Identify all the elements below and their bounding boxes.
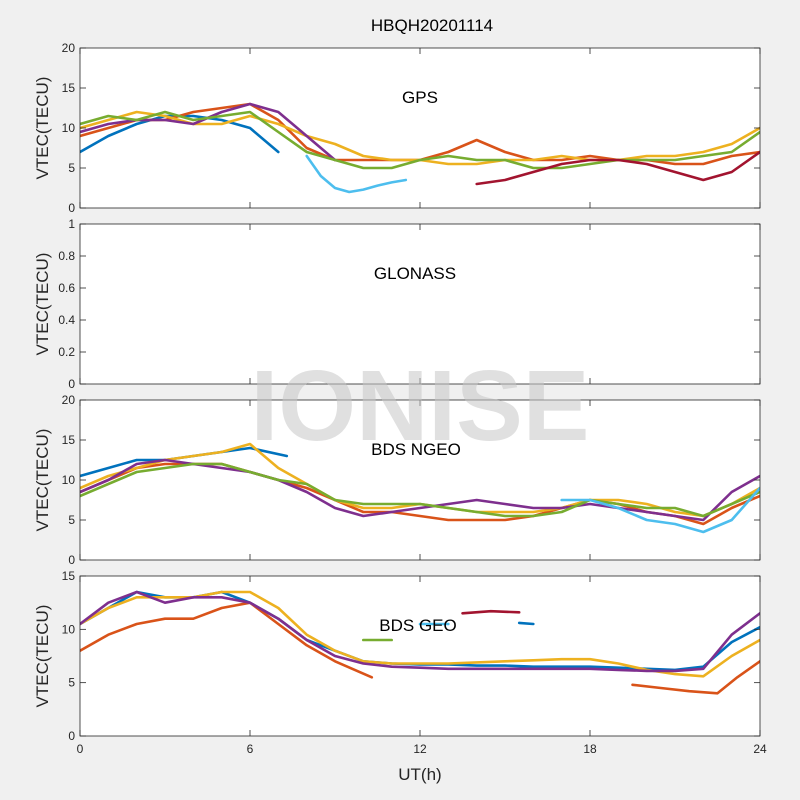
- x-tick-label: 12: [413, 742, 427, 756]
- plot-area: [80, 400, 760, 560]
- series-line-6: [475, 150, 760, 186]
- y-tick-label: 5: [68, 513, 75, 527]
- x-tick-label: 18: [583, 742, 597, 756]
- series-group: [80, 442, 760, 534]
- y-axis-label: VTEC(TECU): [33, 77, 52, 180]
- plot-area: [80, 576, 760, 736]
- series-line-5: [305, 154, 408, 194]
- panel-1: 0 0.2 0.4 0.6 0.8 1 VTEC(TECU) GLONASS: [33, 217, 761, 391]
- series-line-8: [631, 659, 760, 695]
- panel-0: 0 5 10 15 20 VTEC(TECU) GPS: [33, 41, 761, 215]
- y-tick-label: 20: [62, 41, 76, 55]
- y-tick-label: 10: [62, 622, 76, 636]
- panel-2: 0 5 10 15 20 VTEC(TECU) BDS NGEO: [33, 393, 761, 567]
- panel-3: 0 6 12 18 24 0 5 10 15 VTEC(TECU) BDS GEO: [33, 569, 767, 756]
- series-line-4: [80, 462, 760, 518]
- y-tick-label: 0.2: [58, 345, 75, 359]
- x-tick-label: 0: [77, 742, 84, 756]
- x-tick-label: 24: [753, 742, 767, 756]
- y-axis-label: VTEC(TECU): [33, 253, 52, 356]
- panel-title: GLONASS: [374, 264, 456, 283]
- plot-area: [80, 48, 760, 208]
- y-axis-label: VTEC(TECU): [33, 605, 52, 708]
- series-group: [80, 102, 760, 194]
- y-tick-label: 10: [62, 121, 76, 135]
- y-tick-label: 5: [68, 676, 75, 690]
- y-tick-label: 20: [62, 393, 76, 407]
- y-tick-label: 5: [68, 161, 75, 175]
- y-tick-label: 0.4: [58, 313, 75, 327]
- y-axis-label: VTEC(TECU): [33, 429, 52, 532]
- x-tick-label: 6: [247, 742, 254, 756]
- y-tick-label: 0: [68, 729, 75, 743]
- y-tick-label: 0: [68, 553, 75, 567]
- y-tick-label: 15: [62, 569, 76, 583]
- y-tick-label: 1: [68, 217, 75, 231]
- series-line-5: [560, 486, 760, 534]
- panel-title: GPS: [402, 88, 438, 107]
- figure-title: HBQH20201114: [371, 16, 493, 35]
- series-group: [80, 590, 760, 695]
- x-axis-label: UT(h): [398, 765, 441, 784]
- y-tick-label: 0.6: [58, 281, 75, 295]
- y-tick-label: 15: [62, 433, 76, 447]
- panels: 0 5 10 15 20 VTEC(TECU) GPS 0 0.2 0.4 0.6 0.8 1 VTEC(…: [33, 41, 767, 756]
- plot-area: [80, 224, 760, 384]
- y-tick-label: 0: [68, 377, 75, 391]
- y-tick-label: 0.8: [58, 249, 75, 263]
- watermark: IONISE: [251, 350, 590, 462]
- y-tick-label: 0: [68, 201, 75, 215]
- series-line-7: [517, 621, 535, 626]
- series-line-6: [461, 609, 521, 615]
- series-line-1: [80, 601, 374, 679]
- series-line-4: [80, 110, 760, 170]
- y-tick-label: 15: [62, 81, 76, 95]
- panel-title: BDS GEO: [379, 616, 456, 635]
- series-line-3: [80, 590, 760, 673]
- y-tick-label: 10: [62, 473, 76, 487]
- panel-title: BDS NGEO: [371, 440, 461, 459]
